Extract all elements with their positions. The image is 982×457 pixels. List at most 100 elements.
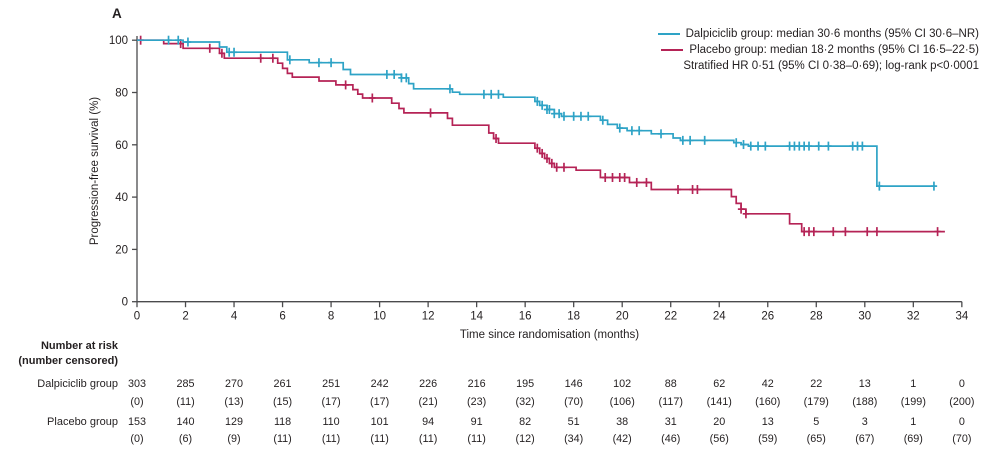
censored-value: (21) [418,395,438,408]
censored-value: (70) [952,433,972,445]
y-axis-title: Progression-free survival (%) [89,96,101,246]
risk-value: 153 [127,416,146,428]
censored-value: (12) [515,433,535,445]
legend-entry-placebo: Placebo group: median 18·2 months (95% C… [658,42,979,58]
risk-value: 13 [761,416,774,428]
censored-value: (6) [178,433,193,445]
risk-value: 226 [419,378,438,390]
stratified-hr-note: Stratified HR 0·51 (95% CI 0·38–0·69); l… [683,60,979,72]
x-tick-label: 8 [328,311,334,323]
x-tick-label: 2 [182,311,188,323]
risk-value: 146 [564,378,583,390]
risk-value: 1 [910,416,917,428]
censored-value: (65) [806,433,826,445]
risk-value: 82 [519,416,532,428]
x-tick-label: 14 [470,311,483,323]
censored-value: (32) [515,395,535,408]
censored-value: (11) [176,395,195,408]
risk-value: 22 [810,378,823,390]
censored-value: (67) [855,433,875,445]
legend-entry-label: Dalpiciclib group: median 30·6 months (9… [685,28,979,40]
censored-value: (42) [612,433,632,445]
risk-value: 101 [370,416,389,428]
censored-value: (11) [321,433,341,445]
x-tick-label: 18 [567,311,580,323]
censored-value: (141) [706,395,732,408]
risk-value: 62 [713,378,726,390]
legend-entry-label: Placebo group: median 18·2 months (95% C… [689,44,979,56]
y-tick-label: 20 [115,244,128,256]
number-at-risk-title: Number at risk [40,340,118,352]
risk-value: 270 [225,378,244,390]
censored-value: (23) [467,395,487,408]
censored-value: (17) [321,395,341,408]
censored-value: (34) [564,433,584,445]
risk-value: 38 [616,416,629,428]
censored-value: (59) [758,433,778,445]
legend-entry-dalpiciclib: Dalpiciclib group: median 30·6 months (9… [657,26,979,42]
x-tick-label: 6 [279,311,285,323]
censored-value: (0) [130,395,144,408]
x-tick-label: 0 [134,311,140,323]
censored-value: (160) [755,395,781,408]
risk-value: 216 [467,378,486,390]
number-censored-title: (number censored) [18,355,118,367]
placebo-line-swatch [661,49,684,51]
risk-value: 140 [176,416,195,428]
risk-value: 303 [127,378,146,390]
censored-value: (179) [803,395,829,408]
x-axis-title: Time since randomisation (months) [459,329,640,341]
risk-value: 195 [516,378,535,390]
risk-value: 0 [958,416,965,428]
x-tick-label: 10 [373,311,386,323]
x-tick-label: 12 [422,311,435,323]
censored-value: (117) [658,395,683,408]
risk-value: 0 [958,378,965,390]
risk-value: 51 [567,416,580,428]
risk-value: 118 [273,416,292,428]
risk-value: 242 [370,378,389,390]
censored-value: (188) [852,395,878,408]
x-tick-label: 20 [616,311,629,323]
x-tick-label: 34 [955,311,968,323]
risk-value: 91 [470,416,483,428]
risk-row-label-dalpiciclib: Dalpiciclib group [37,378,118,390]
censored-value: (106) [609,395,635,408]
censored-value: (11) [370,433,389,445]
risk-value: 110 [322,416,340,428]
censored-value: (11) [467,433,486,445]
censored-value: (13) [224,395,244,408]
x-tick-label: 26 [761,311,774,323]
censored-value: (11) [418,433,438,445]
risk-value: 3 [861,416,868,428]
x-tick-label: 24 [713,311,726,323]
censored-value: (15) [272,395,293,408]
risk-value: 251 [322,378,341,390]
censored-value: (200) [949,395,975,408]
y-tick-label: 60 [115,140,128,152]
risk-value: 88 [664,378,677,390]
legend: Dalpiciclib group: median 30·6 months (9… [657,26,979,74]
y-tick-label: 100 [109,35,128,47]
censored-value: (9) [227,433,241,445]
risk-value: 102 [613,378,632,390]
x-tick-label: 32 [907,311,920,323]
dalpiciclib-line-swatch [657,33,680,35]
risk-value: 285 [176,378,195,390]
risk-value: 5 [813,416,820,428]
y-tick-label: 80 [115,88,128,100]
y-tick-label: 40 [115,192,128,204]
x-tick-label: 16 [519,311,532,323]
censored-value: (70) [564,395,584,408]
risk-value: 13 [858,378,871,390]
risk-value: 42 [761,378,774,390]
risk-value: 31 [664,416,677,428]
x-tick-label: 4 [231,311,238,323]
censored-value: (199) [900,395,926,408]
censored-value: (17) [369,395,390,408]
censored-value: (0) [130,433,144,445]
risk-value: 129 [225,416,244,428]
km-curve-dalpiciclib-group [137,39,936,187]
censored-value: (46) [661,433,681,445]
